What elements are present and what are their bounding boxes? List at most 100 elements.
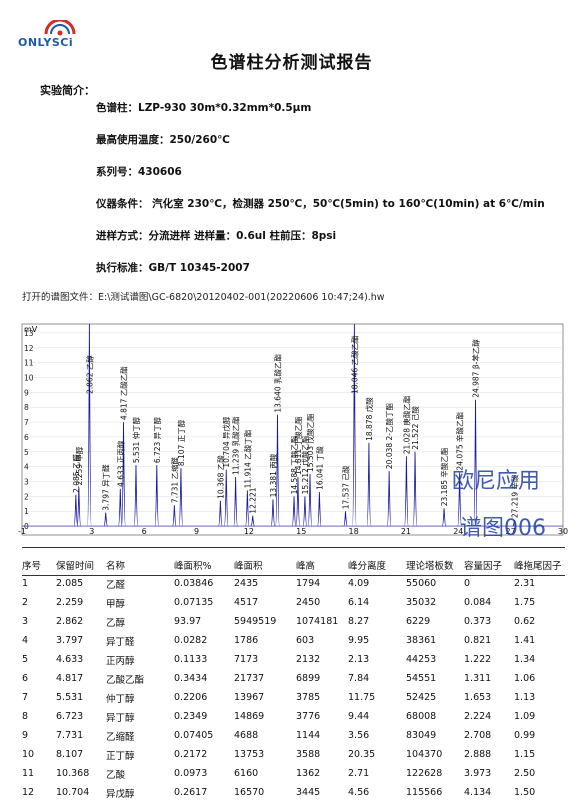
- table-cell: 乙酸乙酯: [106, 674, 145, 686]
- peak-label: 2.862 乙醇: [84, 355, 94, 394]
- peak-label: 20.038 2-乙酸丁酯: [384, 403, 394, 470]
- table-cell: 0.07135: [174, 597, 214, 608]
- x-tick-labels: -1 3 6 9 12 15 18 21 24 27 30: [18, 527, 568, 536]
- table-cell: 0: [464, 578, 471, 589]
- serial-info: 系列号：430606: [96, 166, 182, 178]
- peak-mark: [224, 469, 229, 527]
- y-tick-label: 4: [24, 463, 29, 472]
- peak-mark: [245, 490, 250, 527]
- table-cell: 8.27: [348, 616, 370, 627]
- standard-info: 执行标准：GB/T 10345-2007: [96, 262, 250, 274]
- table-cell: 13753: [234, 749, 265, 760]
- peak-mark: [270, 499, 276, 527]
- table-cell: 93.97: [174, 616, 202, 627]
- table-row: 2 2.259 甲醇 0.07135 4517 2450 6.14 35032 0.084 1.7…: [22, 593, 564, 612]
- x-tick-label: 30: [558, 527, 568, 536]
- peak-mark: [291, 496, 297, 527]
- peak-table: 序号 保留时间 名称 峰面积% 峰面积 峰高 峰分离度 理论塔板数 容量因子 峰拖尾因子 1 2.0…: [22, 556, 564, 802]
- table-cell: 2435: [234, 578, 259, 589]
- table-cell: 0.2617: [174, 787, 208, 798]
- table-cell: 9.95: [348, 635, 370, 646]
- table-row: 4 3.797 异丁醛 0.0282 1786 603 9.95 38361 0.821 1.41: [22, 631, 564, 650]
- table-cell: 2.862: [56, 616, 84, 627]
- table-cell: 正丁醇: [106, 750, 135, 762]
- table-cell: 3.973: [464, 768, 492, 779]
- table-cell: 正丙醇: [106, 655, 135, 667]
- peak-label: 8.107 正丁醇: [176, 419, 186, 466]
- table-cell: 0.07405: [174, 730, 214, 741]
- peak-label: 3.797 异丁醛: [101, 464, 111, 511]
- onlysci-logo: [44, 20, 76, 36]
- table-cell: 4.134: [464, 787, 492, 798]
- peak-mark: [473, 399, 478, 527]
- peak-mark: [307, 474, 313, 527]
- table-cell: 6229: [406, 616, 431, 627]
- table-cell: 0.2172: [174, 749, 208, 760]
- table-cell: 1144: [296, 730, 321, 741]
- peak-label: 23.185 辛酸乙酯: [439, 447, 449, 506]
- table-cell: 0.373: [464, 616, 492, 627]
- peak-mark: [317, 491, 322, 527]
- y-tick-label: 3: [24, 478, 29, 487]
- table-cell: 603: [296, 635, 315, 646]
- table-cell: 3.56: [348, 730, 370, 741]
- table-cell: 2.708: [464, 730, 492, 741]
- peak-label: 24.987 β-苯乙醇: [471, 339, 481, 398]
- table-row: 9 7.731 乙缩醛 0.07405 4688 1144 3.56 83049 2.708 0.…: [22, 726, 564, 745]
- table-cell: 1.13: [514, 692, 536, 703]
- table-cell: 44253: [406, 654, 437, 665]
- table-cell: 0.99: [514, 730, 536, 741]
- table-cell: 38361: [406, 635, 437, 646]
- table-cell: 1.75: [514, 597, 536, 608]
- peak-mark: [404, 456, 409, 527]
- x-tick-label: 27: [506, 527, 516, 536]
- y-tick-label: 9: [24, 388, 29, 397]
- column-header: 理论塔板数: [406, 561, 454, 572]
- peak-label: 15.503 戊酸乙酯: [305, 413, 315, 472]
- table-cell: 5: [22, 654, 29, 665]
- table-cell: 2.13: [348, 654, 370, 665]
- peak-mark: [250, 515, 255, 527]
- peak-mark: [218, 500, 223, 527]
- table-cell: 2.259: [56, 597, 84, 608]
- table-row: 5 4.633 正丙醇 0.1133 7173 2132 2.13 44253 1.222 1.3…: [22, 650, 564, 669]
- table-cell: 0.62: [514, 616, 536, 627]
- table-cell: 9: [22, 730, 29, 741]
- table-cell: 55060: [406, 578, 437, 589]
- peak-mark: [512, 520, 517, 527]
- table-cell: 52425: [406, 692, 437, 703]
- peak-label: 11.914 乙酸丁酯: [242, 429, 252, 488]
- table-cell: 11.75: [348, 692, 376, 703]
- peak-mark: [178, 468, 184, 527]
- table-cell: 122628: [406, 768, 443, 779]
- x-tick-label: 6: [142, 527, 147, 536]
- watermark-line1: 欧尼应用: [452, 469, 541, 494]
- column-header: 峰高: [296, 561, 316, 572]
- peak-label: 13.381 丙酸: [268, 453, 278, 497]
- peak-label: 17.537 己酸: [341, 465, 351, 509]
- peak-label: 15.212 戊酸乙酯: [300, 435, 310, 494]
- column-header: 容量因子: [464, 561, 503, 572]
- y-tick-label: 11: [24, 359, 34, 368]
- intro-label: 实验简介：: [40, 84, 95, 97]
- peak-label: 6.723 异丁醇: [152, 416, 162, 463]
- peak-label: 5.531 仲丁醇: [131, 416, 141, 463]
- peak-label: 21.522 己酸: [410, 406, 420, 450]
- table-cell: 乙醛: [106, 579, 126, 591]
- table-cell: 2.71: [348, 768, 370, 779]
- table-cell: 5949519: [234, 616, 277, 627]
- table-cell: 2: [22, 597, 29, 608]
- table-cell: 1074181: [296, 616, 339, 627]
- peak-label: 10.368 乙酸: [215, 455, 225, 499]
- table-row: 11 10.368 乙酸 0.0973 6160 1362 2.71 122628 3.973 2…: [22, 764, 564, 783]
- table-cell: 1.34: [514, 654, 536, 665]
- peak-series: [73, 323, 517, 527]
- table-cell: 0.0973: [174, 768, 208, 779]
- peak-label: 24.075 辛酸乙酯: [455, 411, 465, 470]
- column-header: 名称: [106, 561, 126, 572]
- peak-mark: [441, 508, 447, 527]
- peak-mark: [275, 414, 280, 527]
- peak-label: 18.878 戊酸: [364, 397, 374, 441]
- peak-label: 10.704 异戊醇: [221, 416, 231, 468]
